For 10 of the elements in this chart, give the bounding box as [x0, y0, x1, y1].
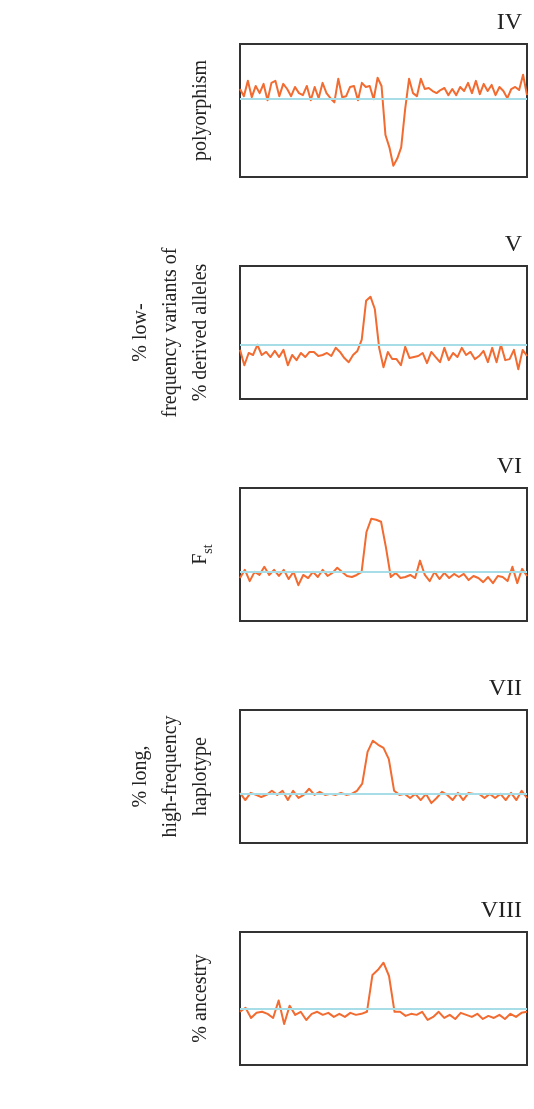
- chart-title: V: [504, 230, 523, 256]
- y-axis-title: % long, high-frequency haplotype: [128, 715, 211, 838]
- chart-title: VII: [488, 674, 523, 700]
- y-axis-title: Fst: [188, 544, 215, 565]
- chart-title: VIII: [480, 896, 523, 922]
- y-axis-title: polyorphism: [188, 59, 211, 162]
- chart-title: VI: [496, 452, 523, 478]
- y-axis-title: % low- frequency variants of % derived alleles: [128, 247, 210, 418]
- y-axis-title: % ancestry: [188, 954, 211, 1043]
- chart-title: IV: [496, 8, 523, 34]
